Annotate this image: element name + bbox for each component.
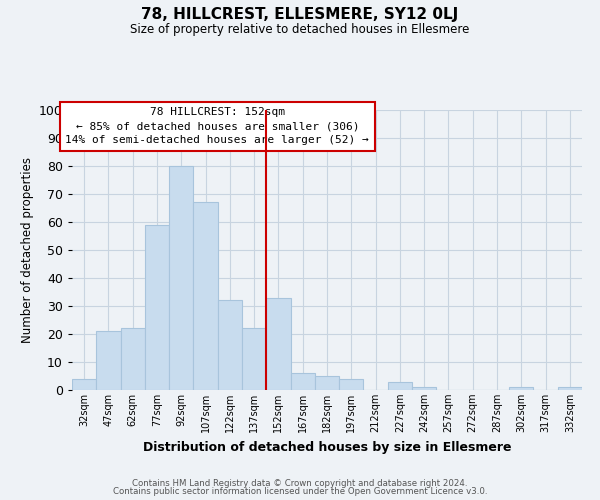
- Bar: [339, 379, 364, 390]
- Bar: [121, 328, 145, 390]
- Text: 78, HILLCREST, ELLESMERE, SY12 0LJ: 78, HILLCREST, ELLESMERE, SY12 0LJ: [142, 8, 458, 22]
- Bar: [242, 328, 266, 390]
- Text: 78 HILLCREST: 152sqm
← 85% of detached houses are smaller (306)
14% of semi-deta: 78 HILLCREST: 152sqm ← 85% of detached h…: [65, 107, 369, 145]
- Bar: [96, 331, 121, 390]
- Bar: [388, 382, 412, 390]
- Bar: [218, 300, 242, 390]
- Text: Size of property relative to detached houses in Ellesmere: Size of property relative to detached ho…: [130, 22, 470, 36]
- Bar: [509, 387, 533, 390]
- Bar: [169, 166, 193, 390]
- Y-axis label: Number of detached properties: Number of detached properties: [20, 157, 34, 343]
- Bar: [290, 373, 315, 390]
- Bar: [315, 376, 339, 390]
- Bar: [412, 387, 436, 390]
- Bar: [558, 387, 582, 390]
- Bar: [72, 379, 96, 390]
- X-axis label: Distribution of detached houses by size in Ellesmere: Distribution of detached houses by size …: [143, 440, 511, 454]
- Text: Contains public sector information licensed under the Open Government Licence v3: Contains public sector information licen…: [113, 487, 487, 496]
- Bar: [193, 202, 218, 390]
- Bar: [266, 298, 290, 390]
- Text: Contains HM Land Registry data © Crown copyright and database right 2024.: Contains HM Land Registry data © Crown c…: [132, 478, 468, 488]
- Bar: [145, 225, 169, 390]
